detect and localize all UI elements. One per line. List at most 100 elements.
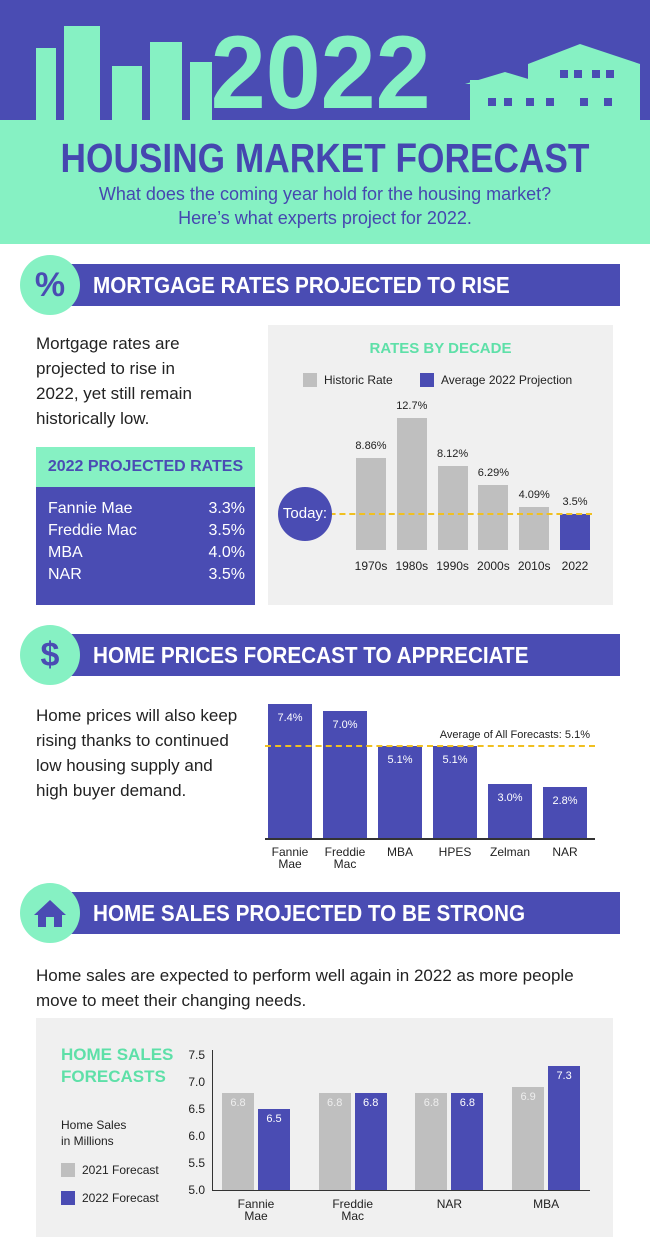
x-tick-label: 1990s [436, 559, 469, 573]
x-tick-label: Fannie Mae [237, 1197, 275, 1223]
y-tick-label: 6.5 [188, 1102, 205, 1116]
y-tick-label: 5.0 [188, 1183, 205, 1197]
section-icon [20, 883, 80, 943]
value-label: 6.8 [327, 1096, 343, 1109]
value-label: 4.09% [518, 489, 550, 502]
bar [451, 1092, 484, 1190]
title: HOUSING MARKET FORECAST [60, 135, 590, 181]
paragraph-line: high buyer demand. [36, 781, 187, 800]
section-icon: $ [20, 625, 80, 685]
x-tick-label: 2010s [517, 559, 551, 573]
bar [356, 457, 386, 550]
legend-label: Average 2022 Projection [441, 373, 573, 387]
paragraph-line: Home prices will also keep [36, 706, 238, 725]
y-tick-label: 5.5 [188, 1156, 205, 1170]
paragraph-line: projected to rise in [36, 359, 175, 378]
x-tick-label: Zelman [489, 845, 530, 859]
value-label: 6.8 [459, 1096, 476, 1109]
table-cell: 3.5% [208, 566, 245, 583]
y-tick-label: 7.0 [188, 1075, 205, 1089]
bar [222, 1092, 254, 1190]
bar [548, 1065, 581, 1190]
x-tick-label: 1970s [354, 559, 388, 573]
reference-line [300, 512, 592, 515]
bar [396, 418, 427, 550]
x-tick-label: MBA [533, 1197, 560, 1211]
bar [323, 711, 367, 838]
paragraph-line: Home sales are expected to perform well … [36, 966, 574, 985]
reference-label: Average of All Forecasts: 5.1% [439, 728, 590, 741]
bar [318, 1092, 351, 1190]
table-cell: 4.0% [208, 544, 245, 561]
x-axis [212, 1190, 590, 1191]
chart-panel [268, 325, 613, 605]
paragraph-line: move to meet their changing needs. [36, 991, 307, 1010]
legend-label: 2021 Forecast [82, 1163, 159, 1177]
table-body [36, 487, 255, 605]
x-tick-label: NAR [436, 1197, 463, 1211]
table-cell: Freddie Mac [48, 522, 137, 539]
x-tick-label: MBA [386, 845, 413, 859]
value-label: 7.0% [332, 719, 358, 732]
value-label: 6.5 [266, 1113, 282, 1125]
section-bar [60, 892, 620, 934]
value-label: 6.8 [363, 1096, 379, 1109]
bar [560, 513, 590, 550]
bar [268, 704, 312, 838]
table-cell: NAR [48, 566, 82, 583]
bar [415, 1092, 448, 1190]
table-cell: MBA [48, 544, 83, 561]
x-axis [265, 838, 595, 840]
legend-swatch [420, 373, 434, 387]
table-cell: Fannie Mae [48, 500, 133, 517]
value-label: 2.8% [552, 795, 578, 808]
table-cell: 3.3% [208, 500, 245, 517]
x-tick-label: 1980s [395, 559, 429, 573]
table-header: 2022 PROJECTED RATES [36, 447, 255, 487]
value-label: 12.7% [396, 400, 428, 412]
paragraph-line: 2022, yet still remain [36, 384, 192, 403]
bar [433, 745, 477, 838]
y-tick-label: 7.5 [188, 1048, 205, 1062]
value-label: 5.1% [442, 753, 468, 766]
y-axis [212, 1050, 213, 1190]
legend-label: 2022 Forecast [82, 1191, 159, 1205]
chart-title: RATES BY DECADE [369, 340, 512, 357]
value-label: 6.29% [477, 466, 509, 479]
icon-text: $ [40, 636, 60, 674]
bar [378, 745, 422, 838]
y-axis-label: Home Sales in Millions [61, 1118, 127, 1148]
section-heading: HOME PRICES FORECAST TO APPRECIATE [93, 642, 529, 668]
table-cell: 3.5% [208, 522, 245, 539]
subtitle: What does the coming year hold for the h… [0, 182, 650, 230]
icon-text: % [34, 266, 66, 304]
section-bar [60, 634, 620, 676]
bar [258, 1109, 290, 1190]
subtitle-line: Here’s what experts project for 2022. [178, 208, 472, 228]
value-label: 3.0% [497, 791, 523, 804]
value-label: 7.4% [277, 712, 303, 724]
bar [488, 783, 532, 838]
legend-label: Historic Rate [324, 373, 393, 387]
reference-line [265, 744, 595, 747]
value-label: 3.5% [562, 495, 588, 508]
bar [354, 1092, 387, 1190]
reference-label: Today: [278, 486, 332, 541]
subtitle-line: What does the coming year hold for the h… [98, 184, 552, 204]
paragraph-line: low housing supply and [36, 756, 213, 775]
value-label: 7.3 [556, 1069, 572, 1082]
legend-swatch [61, 1191, 75, 1205]
chart-title: HOME SALES FORECASTS [61, 1045, 174, 1086]
bar [478, 484, 509, 550]
year: 2022 [210, 15, 431, 131]
title-band [0, 120, 650, 244]
legend-swatch [61, 1163, 75, 1177]
paragraph-line: historically low. [36, 409, 150, 428]
value-label: 6.8 [230, 1096, 246, 1109]
paragraph-line: rising thanks to continued [36, 731, 229, 750]
x-tick-label: NAR [552, 845, 578, 859]
value-label: 6.9 [520, 1091, 536, 1104]
skyline [36, 26, 640, 122]
paragraph-line: Mortgage rates are [36, 334, 180, 353]
